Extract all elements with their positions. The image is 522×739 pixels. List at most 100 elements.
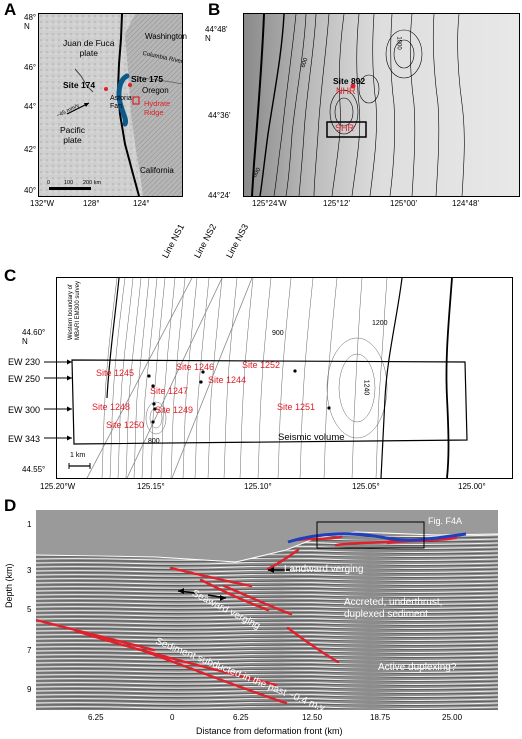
b-lat-tick-4424: 44°24': [208, 191, 231, 200]
contour-bold-west: [106, 278, 120, 399]
site-1247-label: Site 1247: [150, 386, 189, 396]
d-xtick-1250: 12.50: [302, 713, 323, 722]
contour-label-800: 800: [148, 438, 160, 445]
label-nhr: NHR: [336, 86, 356, 96]
blue-horizon: [287, 532, 467, 544]
panel-b-map: [243, 13, 520, 197]
panel-c-letter: C: [4, 266, 17, 285]
c-lon-tick-12510: 125.10°: [244, 482, 272, 491]
label-site-892: Site 892: [333, 76, 366, 86]
b-lon-tick-12448: 124°48': [452, 199, 479, 208]
c-lat-tick-4455: 44.55°: [22, 465, 46, 474]
scale-label-c: 1 km: [70, 452, 86, 459]
label-site-174: Site 174: [63, 80, 96, 90]
b-lon-tick-12524: 125°24'W: [252, 199, 287, 208]
label-oregon: Oregon: [142, 86, 169, 95]
d-xtick-1875: 18.75: [370, 713, 391, 722]
panel-c-map: [56, 277, 513, 479]
line-ns2-label: Line NS2: [192, 222, 219, 260]
annotation-fig-f4a: Fig. F4A: [428, 516, 463, 526]
lon-tick-132: 132°W: [30, 199, 55, 208]
c-lon-tick-12520: 125.20°W: [40, 482, 76, 491]
d-ytick-9: 9: [27, 685, 32, 694]
scale-0: 0: [47, 180, 51, 186]
lat-tick-46: 46°: [24, 63, 37, 72]
d-ytick-1: 1: [27, 520, 32, 529]
b-lon-tick-12500: 125°00': [390, 199, 417, 208]
d-xtick-m625: 6.25: [88, 713, 104, 722]
panel-d-seismic-graphic: [36, 510, 498, 710]
contour-1000: 1000: [395, 36, 402, 50]
contour-bold-east: [445, 278, 453, 478]
d-xtick-625: 6.25: [233, 713, 249, 722]
annotation-accreted: Accreted, underthrust, duplexed sediment: [344, 597, 443, 620]
site-1251-label: Site 1251: [277, 402, 316, 412]
seafloor: [36, 531, 498, 563]
c-lon-tick-12515: 125.15°: [137, 482, 165, 491]
line-ns2-trace: [126, 278, 223, 478]
panel-d-seismic: [36, 510, 498, 710]
label-shr: SHR: [335, 123, 355, 133]
panel-c-map-graphic: [68, 278, 468, 478]
panel-d-letter: D: [4, 496, 17, 515]
d-ylabel: Depth (km): [4, 563, 14, 608]
seismic-volume-box: [71, 359, 468, 445]
c-lon-tick-12500: 125.00°: [458, 482, 486, 491]
site-1248-label: Site 1248: [92, 402, 131, 412]
site-892-marker: [350, 83, 356, 89]
site-1246-label: Site 1246: [176, 362, 215, 372]
b-lon-tick-12512: 125°12': [323, 199, 350, 208]
sediment-body: [36, 532, 498, 710]
lon-tick-124: 124°: [133, 199, 150, 208]
annotation-active: Active duplexing?: [378, 662, 457, 673]
b-lat-tick-4436: 44°36': [208, 111, 231, 120]
label-astoria-fan: Astoria Fan: [110, 95, 132, 110]
columbia-river: [134, 75, 182, 85]
site-1250-label: Site 1250: [106, 420, 145, 430]
land-mass: [125, 14, 182, 196]
seismic-volume-label: Seismic volume: [278, 432, 345, 443]
label-site-175: Site 175: [131, 74, 164, 84]
ew-230-label: EW 230: [8, 357, 41, 367]
site-1249-label: Site 1249: [155, 405, 194, 415]
d-ytick-3: 3: [27, 566, 32, 575]
site-1244-label: Site 1244: [208, 375, 247, 385]
panel-a-letter: A: [4, 0, 17, 19]
scale-200: 200 km: [83, 180, 102, 186]
coastline-b: [251, 14, 265, 196]
astoria-fan-outline: [116, 73, 130, 127]
scale-100: 100: [64, 180, 74, 186]
label-jdf-plate: Juan de Fuca plate: [63, 38, 115, 58]
d-xtick-2500: 25.00: [442, 713, 463, 722]
panel-b-map-graphic: [244, 14, 519, 196]
panel-a-map: [38, 13, 183, 197]
ew-343-label: EW 343: [8, 434, 41, 444]
lat-tick-44: 44°: [24, 102, 37, 111]
label-washington: Washington: [145, 32, 187, 41]
line-ns3-trace: [171, 278, 253, 478]
site-1252-label: Site 1252: [242, 360, 281, 370]
c-lat-tick-4460: 44.60° N: [22, 328, 46, 346]
scale-bar: [49, 187, 91, 190]
label-pacific-plate: Pacific plate: [60, 125, 86, 145]
line-ns1-trace: [86, 278, 193, 478]
lat-tick-48: 48° N: [24, 13, 37, 31]
ridge-line: [74, 68, 94, 93]
panel-a-map-graphic: [39, 14, 182, 196]
d-ytick-7: 7: [27, 646, 32, 655]
label-california: California: [140, 166, 174, 175]
ew-250-label: EW 250: [8, 374, 41, 384]
site-174-marker: [104, 87, 108, 91]
label-hydrate-ridge: Hydrate Ridge: [144, 99, 171, 117]
survey-boundary-note: Western boundary of MBARI EM300 survey: [68, 280, 81, 340]
ew-arrows: [44, 359, 72, 441]
shr-box: [326, 121, 367, 138]
ew-300-label: EW 300: [8, 405, 41, 415]
panel-b-letter: B: [208, 0, 221, 19]
contour-label-1200: 1200: [372, 320, 388, 327]
d-xlabel: Distance from deformation front (km): [196, 726, 343, 736]
annotation-landward: Landward verging: [284, 564, 364, 575]
site-1245-label: Site 1245: [96, 368, 135, 378]
c-lon-tick-12505: 125.05°: [352, 482, 380, 491]
contour-bold-1200: [380, 278, 403, 478]
